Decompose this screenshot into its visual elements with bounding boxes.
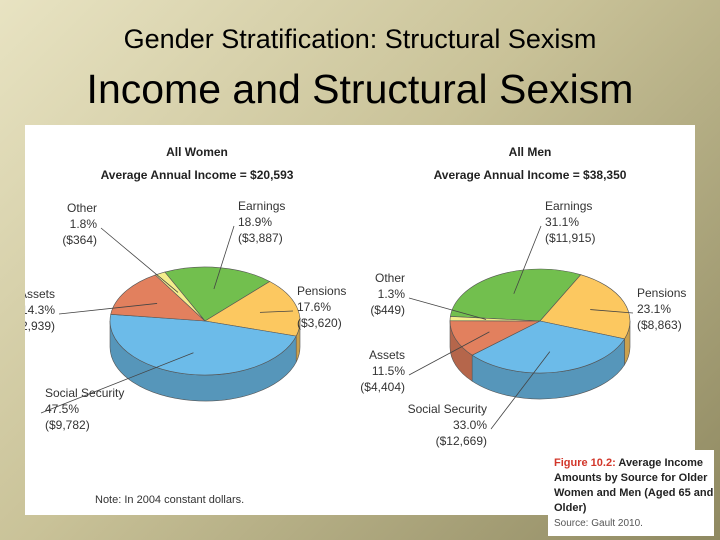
note: Note: In 2004 constant dollars. xyxy=(95,494,244,506)
slice-value-label: 14.3% xyxy=(25,303,55,317)
callout-line xyxy=(408,297,487,320)
slice xyxy=(449,316,541,322)
slice-value-label: 47.5% xyxy=(45,402,79,416)
chart-title: All Women xyxy=(166,145,228,159)
callout-line xyxy=(259,310,294,313)
slice-amount-label: ($3,887) xyxy=(238,231,283,245)
chart-subtitle: Average Annual Income = $38,350 xyxy=(434,168,627,182)
slice xyxy=(449,320,541,356)
figure-source: Source: Gault 2010. xyxy=(554,518,643,529)
callout-line xyxy=(213,225,235,290)
slice-value-label: 1.3% xyxy=(378,287,406,301)
slide-subtitle: Income and Structural Sexism xyxy=(86,66,634,112)
callout-line xyxy=(513,225,542,294)
slice xyxy=(110,274,206,322)
figure-label: Figure 10.2: xyxy=(554,457,616,469)
slice-label: Other xyxy=(375,271,405,285)
slice-amount-label: ($364) xyxy=(62,233,97,247)
slice-label: Social Security xyxy=(45,386,124,400)
slice-amount-label: ($3,620) xyxy=(297,316,342,330)
callout-line xyxy=(58,303,158,315)
pie-tops xyxy=(449,268,631,374)
slide-title: Gender Stratification: Structural Sexism xyxy=(123,24,597,54)
callout-line xyxy=(100,227,179,293)
chart-subtitle: Average Annual Income = $20,593 xyxy=(101,168,294,182)
figure-caption-box: Figure 10.2: Average Income Amounts by S… xyxy=(548,450,714,536)
slice-label: Assets xyxy=(25,287,55,301)
slice-amount-label: ($8,863) xyxy=(637,318,682,332)
chart-title: All Men xyxy=(509,145,552,159)
charts: Note: In 2004 constant dollars. All Wome… xyxy=(25,145,686,506)
callout-line xyxy=(490,351,551,430)
slice-label: Pensions xyxy=(637,286,686,300)
slice xyxy=(539,274,631,340)
slice-amount-label: ($4,404) xyxy=(360,380,405,394)
slice-value-label: 11.5% xyxy=(372,364,405,378)
slice-value-label: 1.8% xyxy=(70,217,98,231)
slice-value-label: 33.0% xyxy=(453,418,487,432)
slice xyxy=(204,281,301,337)
slice xyxy=(449,268,582,322)
slice xyxy=(164,266,271,322)
slice xyxy=(109,314,297,376)
callout-line xyxy=(590,309,634,314)
slice-value-label: 31.1% xyxy=(545,215,579,229)
slice-amount-label: ($12,669) xyxy=(436,434,487,448)
slice xyxy=(471,320,625,374)
slice-amount-label: ($11,915) xyxy=(545,231,595,245)
slice-value-label: 23.1% xyxy=(637,302,671,316)
pie-tops xyxy=(109,266,301,376)
slice-label: Earnings xyxy=(545,199,592,213)
slice-value-label: 18.9% xyxy=(238,215,272,229)
slice-label: Social Security xyxy=(408,402,487,416)
slice-label: Pensions xyxy=(297,284,346,298)
slice-label: Other xyxy=(67,201,97,215)
callout-line xyxy=(40,352,194,414)
slice-label: Earnings xyxy=(238,199,285,213)
slice-label: Assets xyxy=(369,348,405,362)
slice-value-label: 17.6% xyxy=(297,300,331,314)
slice-amount-label: ($449) xyxy=(370,303,405,317)
callout-line xyxy=(408,331,490,376)
slice-amount-label: ($9,782) xyxy=(45,418,90,432)
slice-amount-label: ($2,939) xyxy=(25,319,55,333)
figure-caption: Average Income Amounts by Source for Old… xyxy=(554,457,714,514)
